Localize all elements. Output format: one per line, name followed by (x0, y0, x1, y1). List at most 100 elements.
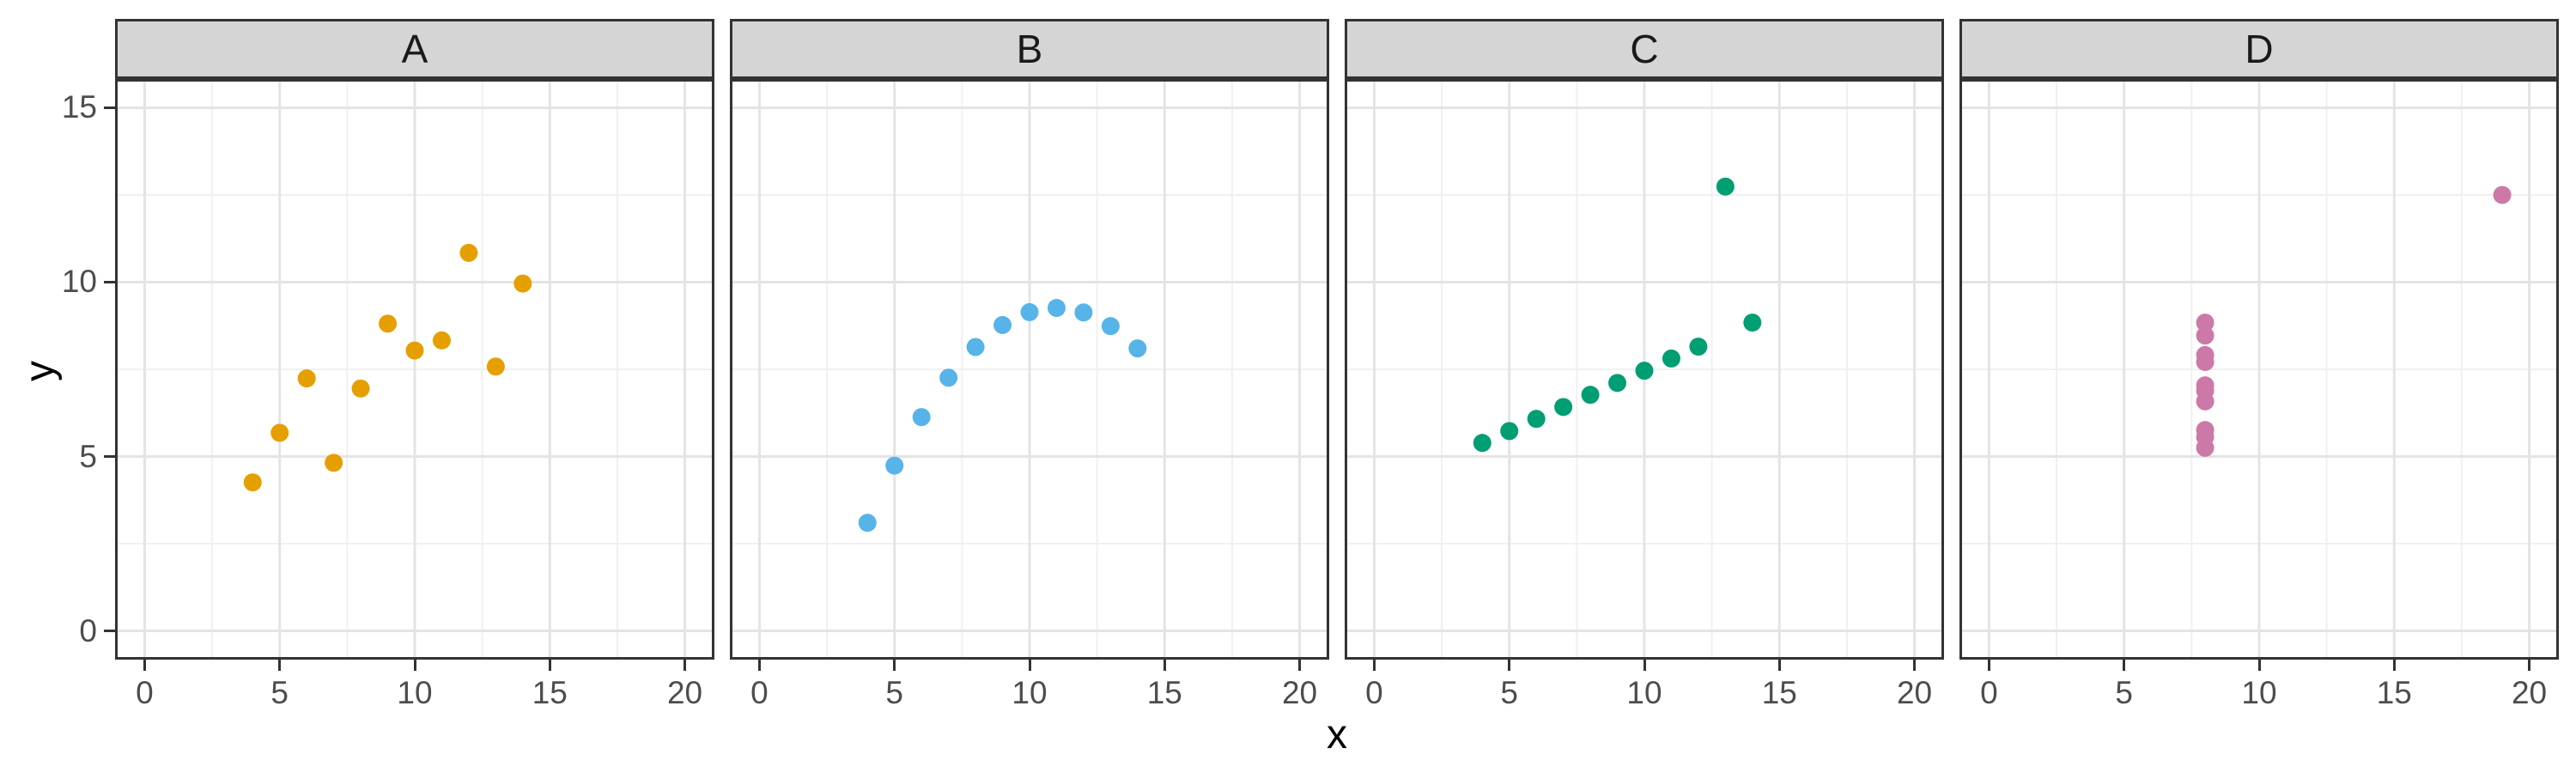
x-axis-tick (548, 660, 551, 671)
x-tick-label: 15 (532, 675, 568, 710)
data-point (379, 314, 398, 333)
data-point (1047, 299, 1066, 318)
x-axis-tick (1987, 660, 1990, 671)
data-point (270, 423, 289, 442)
x-axis-tick (2392, 660, 2396, 671)
x-tick-label: 10 (2241, 675, 2277, 710)
y-axis-tick (104, 630, 115, 633)
data-point (1074, 303, 1093, 322)
x-tick-label: 10 (1626, 675, 1662, 710)
x-tick-label: 15 (2376, 675, 2412, 710)
facet-strip-label: A (401, 27, 428, 71)
data-point (432, 331, 451, 350)
data-point (2493, 186, 2512, 204)
facet-strip-label: B (1016, 27, 1043, 71)
y-axis-title: y (17, 361, 63, 381)
x-axis-tick (2528, 660, 2531, 671)
data-point (1662, 349, 1680, 368)
x-tick-label: 15 (1146, 675, 1182, 710)
data-point (325, 453, 343, 472)
y-tick-label: 15 (61, 89, 97, 125)
data-point (1635, 362, 1654, 380)
facet-plot-area (732, 82, 1327, 657)
facet-panel (115, 79, 714, 660)
facet-strip: B (730, 19, 1329, 79)
facet-strip-label: C (1630, 27, 1659, 71)
x-axis-tick (893, 660, 896, 671)
data-point (1020, 302, 1039, 321)
x-tick-label: 20 (1896, 675, 1933, 710)
y-axis-tick (104, 106, 115, 109)
facet-panel (1345, 79, 1944, 660)
data-point (1581, 386, 1600, 405)
data-point (243, 473, 262, 492)
data-point (1101, 317, 1120, 336)
x-axis-tick (413, 660, 416, 671)
x-axis-tick (2123, 660, 2126, 671)
x-axis-tick (2257, 660, 2261, 671)
facet-plot-area (118, 82, 712, 657)
x-axis-tick (1777, 660, 1781, 671)
y-axis-tick (104, 280, 115, 283)
x-tick-label: 0 (750, 675, 769, 710)
data-point (459, 243, 478, 262)
x-axis-title: x (1327, 712, 1347, 758)
x-tick-label: 20 (2511, 675, 2548, 710)
facet-strip: D (1959, 19, 2559, 79)
data-point (513, 274, 532, 293)
x-tick-label: 5 (1500, 675, 1518, 710)
data-point (486, 357, 505, 376)
data-point (2196, 345, 2215, 364)
data-point (1554, 398, 1573, 417)
data-point (966, 338, 985, 356)
x-tick-label: 5 (2115, 675, 2133, 710)
x-tick-label: 20 (1281, 675, 1318, 710)
facet-plot-area (1962, 82, 2556, 657)
data-point (2196, 313, 2215, 332)
facet-panel (730, 79, 1329, 660)
x-tick-label: 10 (397, 675, 433, 710)
data-point (1689, 338, 1708, 356)
data-point (858, 514, 877, 533)
data-point (2196, 381, 2215, 400)
x-axis-tick (1163, 660, 1166, 671)
x-tick-label: 0 (1365, 675, 1383, 710)
data-point (912, 408, 931, 427)
x-tick-label: 5 (270, 675, 289, 710)
y-tick-label: 0 (79, 612, 97, 648)
x-axis-tick (1298, 660, 1302, 671)
data-point (939, 368, 958, 387)
x-axis-tick (1508, 660, 1511, 671)
data-point (1608, 374, 1627, 393)
x-tick-label: 15 (1761, 675, 1797, 710)
data-point (1473, 434, 1492, 453)
data-point (885, 456, 904, 475)
facet-strip-label: D (2245, 27, 2274, 71)
data-point (2196, 326, 2215, 345)
x-tick-label: 20 (666, 675, 703, 710)
facet-strip: C (1345, 19, 1944, 79)
data-point (351, 379, 370, 398)
facet-plot-area (1347, 82, 1941, 657)
x-tick-label: 0 (1980, 675, 1998, 710)
y-axis-tick (104, 455, 115, 458)
data-point (1128, 339, 1147, 358)
x-axis-tick (1028, 660, 1031, 671)
data-point (405, 341, 424, 360)
data-point (2196, 428, 2215, 447)
x-axis-tick (278, 660, 282, 671)
x-axis-tick (1372, 660, 1376, 671)
x-axis-tick (757, 660, 761, 671)
x-tick-label: 5 (885, 675, 903, 710)
data-point (1716, 177, 1735, 196)
data-point (1527, 410, 1546, 429)
x-axis-tick (1913, 660, 1917, 671)
x-tick-label: 0 (136, 675, 154, 710)
x-tick-label: 10 (1012, 675, 1048, 710)
x-axis-tick (1643, 660, 1646, 671)
x-axis-tick (683, 660, 687, 671)
data-point (297, 369, 316, 388)
data-point (1743, 313, 1762, 332)
facet-strip: A (115, 19, 714, 79)
